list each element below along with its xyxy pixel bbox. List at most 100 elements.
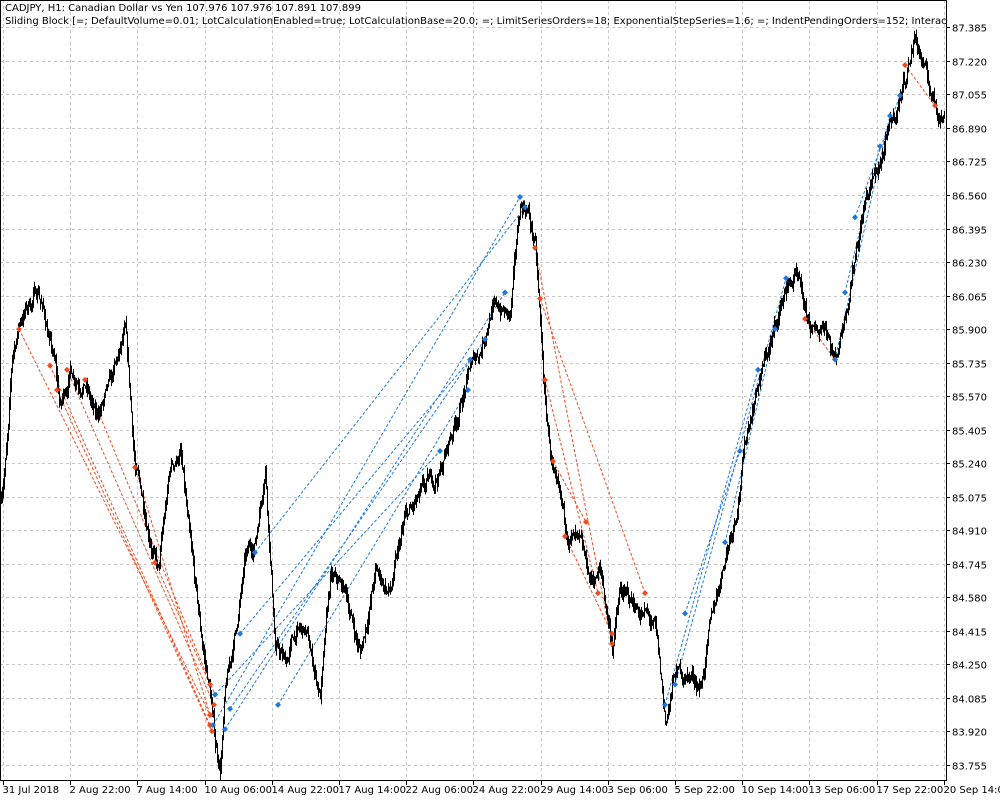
y-tick-label: 83.920 bbox=[952, 728, 987, 739]
buy-order-marker bbox=[275, 701, 281, 708]
sell-trade-line bbox=[154, 562, 211, 685]
y-tick-label: 84.745 bbox=[952, 561, 987, 572]
sell-trade-line bbox=[49, 365, 211, 726]
x-tick-label: 7 Aug 14:00 bbox=[137, 785, 198, 796]
buy-trade-line bbox=[664, 369, 759, 705]
x-tick-label: 24 Aug 22:00 bbox=[473, 785, 540, 796]
x-tick-label: 17 Aug 14:00 bbox=[339, 785, 406, 796]
sell-order-marker bbox=[152, 559, 158, 566]
sell-order-marker bbox=[932, 102, 938, 109]
chart-title: CADJPY, H1: Canadian Dollar vs Yen 107.9… bbox=[5, 3, 362, 14]
y-tick-label: 85.405 bbox=[952, 427, 987, 438]
sell-order-marker bbox=[207, 712, 213, 718]
y-tick-label: 83.755 bbox=[952, 762, 987, 773]
buy-order-marker bbox=[887, 112, 893, 119]
sell-trade-line bbox=[134, 467, 211, 716]
price-bars bbox=[1, 29, 945, 781]
x-tick-label: 22 Aug 06:00 bbox=[406, 785, 473, 796]
time-axis[interactable]: 31 Jul 2018 2 Aug 22:00 7 Aug 14:00 10 Aug … bbox=[3, 780, 1000, 796]
y-tick-label: 87.220 bbox=[952, 58, 987, 69]
sell-order-marker bbox=[209, 728, 215, 735]
sell-order-marker bbox=[207, 681, 213, 688]
sell-trade-line bbox=[564, 536, 613, 634]
y-tick-label: 84.580 bbox=[952, 594, 987, 605]
buy-order-marker bbox=[522, 204, 528, 211]
buy-order-marker bbox=[227, 705, 233, 712]
x-tick-label: 29 Aug 14:00 bbox=[541, 785, 608, 796]
x-tick-label: 14 Aug 22:00 bbox=[272, 785, 339, 796]
y-tick-label: 87.385 bbox=[952, 24, 987, 35]
buy-order-marker bbox=[755, 366, 761, 373]
buy-order-marker bbox=[842, 289, 848, 296]
buy-order-marker bbox=[465, 387, 471, 393]
sell-order-marker bbox=[532, 244, 538, 251]
buy-order-marker bbox=[222, 726, 228, 733]
sell-order-marker bbox=[550, 458, 556, 465]
sell-order-marker bbox=[802, 315, 808, 322]
buy-order-marker bbox=[517, 194, 523, 201]
y-tick-label: 85.900 bbox=[952, 326, 987, 337]
buy-trade-line bbox=[277, 389, 469, 706]
sell-trade-line bbox=[56, 389, 213, 732]
sell-order-marker bbox=[64, 366, 70, 373]
y-tick-label: 86.065 bbox=[952, 293, 987, 304]
sell-order-marker bbox=[562, 533, 568, 540]
y-tick-label: 85.240 bbox=[952, 460, 987, 471]
y-tick-label: 85.735 bbox=[952, 360, 987, 371]
price-axis[interactable]: 87.385 87.220 87.055 86.890 86.725 86.560 86.3… bbox=[946, 24, 987, 773]
expert-parameters: Sliding Block [=; DefaultVolume=0.01; Lo… bbox=[5, 16, 947, 27]
sell-order-marker bbox=[609, 640, 615, 647]
x-tick-label: 17 Sep 22:00 bbox=[877, 785, 944, 796]
buy-order-marker bbox=[682, 610, 688, 617]
buy-order-marker bbox=[672, 681, 678, 688]
y-tick-label: 84.415 bbox=[952, 628, 987, 639]
buy-order-marker bbox=[482, 336, 488, 343]
sell-order-marker bbox=[902, 62, 908, 68]
buy-trade-line bbox=[674, 278, 787, 685]
buy-order-marker bbox=[772, 326, 778, 333]
buy-trade-line bbox=[724, 328, 776, 543]
sell-order-marker bbox=[537, 295, 543, 302]
sell-order-marker bbox=[54, 387, 60, 393]
sell-order-marker bbox=[595, 590, 601, 597]
y-tick-label: 86.725 bbox=[952, 158, 987, 169]
y-tick-label: 86.395 bbox=[952, 226, 987, 237]
y-tick-label: 85.570 bbox=[952, 393, 987, 404]
x-tick-label: 10 Sep 14:00 bbox=[742, 785, 809, 796]
buy-trade-line bbox=[214, 450, 441, 696]
buy-trade-line bbox=[212, 196, 521, 726]
sell-order-marker bbox=[16, 326, 22, 333]
buy-order-marker bbox=[897, 92, 903, 99]
sell-order-marker bbox=[642, 590, 648, 597]
sell-order-marker bbox=[609, 630, 615, 637]
buy-trade-line bbox=[854, 95, 901, 218]
buy-order-marker bbox=[722, 539, 728, 546]
sell-trade-line bbox=[544, 379, 599, 594]
sell-trade-line bbox=[552, 460, 587, 523]
sell-order-marker bbox=[82, 376, 88, 383]
sell-order-marker bbox=[542, 376, 548, 383]
y-tick-label: 84.910 bbox=[952, 527, 987, 538]
buy-order-marker bbox=[467, 356, 473, 363]
buy-order-marker bbox=[210, 722, 216, 729]
buy-trade-line bbox=[254, 206, 526, 553]
y-tick-label: 86.560 bbox=[952, 192, 987, 203]
buy-order-marker bbox=[852, 214, 858, 221]
buy-order-marker bbox=[252, 549, 258, 556]
x-tick-label: 3 Sep 06:00 bbox=[608, 785, 668, 796]
buy-trade-line bbox=[684, 450, 741, 614]
x-tick-label: 10 Aug 06:00 bbox=[205, 785, 272, 796]
sell-order-marker bbox=[47, 362, 53, 369]
buy-trade-line bbox=[224, 292, 506, 730]
sell-order-marker bbox=[583, 519, 589, 526]
x-tick-label: 31 Jul 2018 bbox=[3, 785, 60, 796]
sell-trade-line bbox=[904, 64, 936, 106]
buy-order-marker bbox=[783, 275, 789, 282]
buy-order-marker bbox=[502, 289, 508, 296]
y-tick-label: 86.230 bbox=[952, 259, 987, 270]
sell-trade-line bbox=[66, 369, 215, 706]
sell-trade-line bbox=[18, 328, 211, 716]
buy-order-marker bbox=[832, 356, 838, 363]
buy-trade-line bbox=[834, 115, 891, 360]
